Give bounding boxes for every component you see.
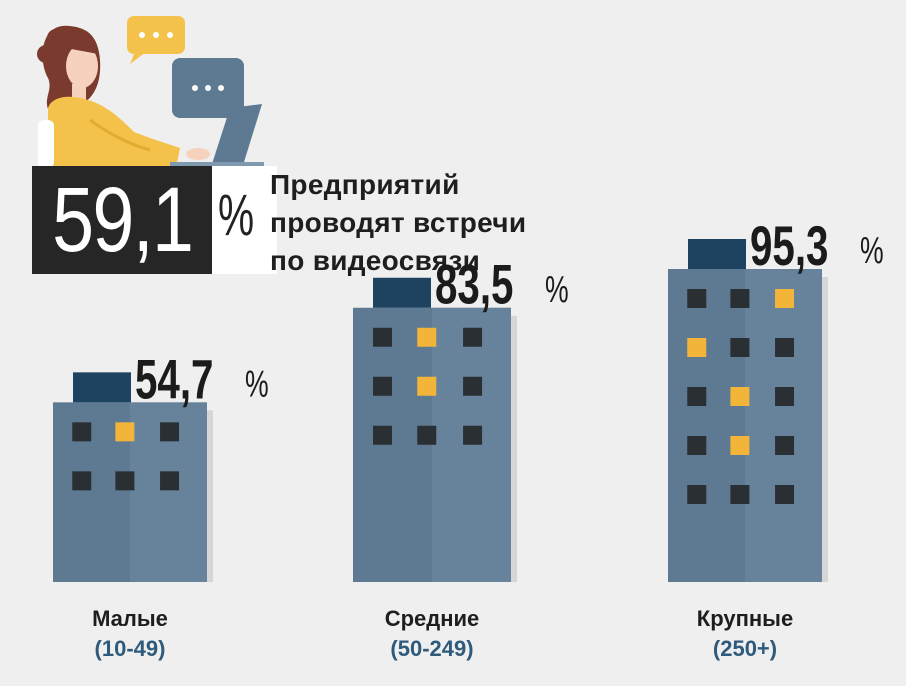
bar-roof [73, 372, 131, 403]
window-mark [72, 471, 92, 491]
bar-building-highlight [432, 307, 511, 582]
headline-unit: % [218, 183, 255, 248]
window-mark [687, 387, 707, 406]
building-shadow [511, 315, 517, 582]
window-mark [417, 425, 437, 445]
window-mark [775, 387, 795, 406]
data-label-unit: % [860, 228, 884, 271]
window-mark [417, 376, 437, 396]
window-mark [115, 422, 135, 442]
window-mark [730, 289, 750, 308]
window-mark [775, 289, 795, 308]
window-mark [687, 436, 707, 455]
bar-roof [688, 239, 746, 269]
window-mark [687, 338, 707, 357]
woman-at-laptop-illustration [37, 16, 264, 168]
category-label: Средние [385, 606, 480, 631]
window-mark [417, 327, 437, 347]
data-label: 83,5 [435, 254, 513, 316]
laptop-icon [170, 104, 264, 168]
category-label: Крупные [697, 606, 793, 631]
headline-box: 59,1 % [32, 166, 277, 274]
chair-back [38, 120, 54, 168]
bar-roof [373, 277, 431, 308]
headline-caption: Предприятий проводят встречи по видеосвя… [270, 166, 526, 280]
window-mark [160, 471, 180, 491]
window-mark [373, 425, 393, 445]
window-mark [730, 485, 750, 504]
window-mark [687, 485, 707, 504]
data-label-unit: % [245, 362, 269, 405]
window-mark [72, 422, 92, 442]
category-range-label: (250+) [713, 636, 777, 661]
window-mark [687, 289, 707, 308]
headline-value: 59,1 [32, 166, 212, 274]
window-mark [115, 471, 135, 491]
window-mark [373, 327, 393, 347]
window-mark [730, 387, 750, 406]
woman-figure [37, 25, 210, 168]
window-mark [463, 425, 483, 445]
category-range-label: (10-49) [95, 636, 166, 661]
category-range-label: (50-249) [390, 636, 473, 661]
category-label: Малые [92, 606, 168, 631]
building-shadow [822, 277, 828, 582]
data-label: 54,7 [135, 349, 213, 411]
data-label: 95,3 [750, 216, 828, 278]
data-label-unit: % [545, 267, 569, 310]
window-mark [775, 338, 795, 357]
window-mark [730, 338, 750, 357]
building-shadow [207, 410, 213, 582]
window-mark [463, 376, 483, 396]
bar-building-highlight [745, 269, 822, 582]
window-mark [160, 422, 180, 442]
window-mark [775, 436, 795, 455]
caption-line-3: по видеосвязи [270, 245, 481, 276]
window-mark [463, 327, 483, 347]
caption-line-1: Предприятий [270, 169, 460, 200]
headline-value-box: 59,1 [32, 166, 212, 274]
window-mark [373, 376, 393, 396]
caption-line-2: проводят встречи [270, 207, 527, 238]
chat-bubble-yellow-icon [127, 16, 185, 64]
window-mark [730, 436, 750, 455]
window-mark [775, 485, 795, 504]
